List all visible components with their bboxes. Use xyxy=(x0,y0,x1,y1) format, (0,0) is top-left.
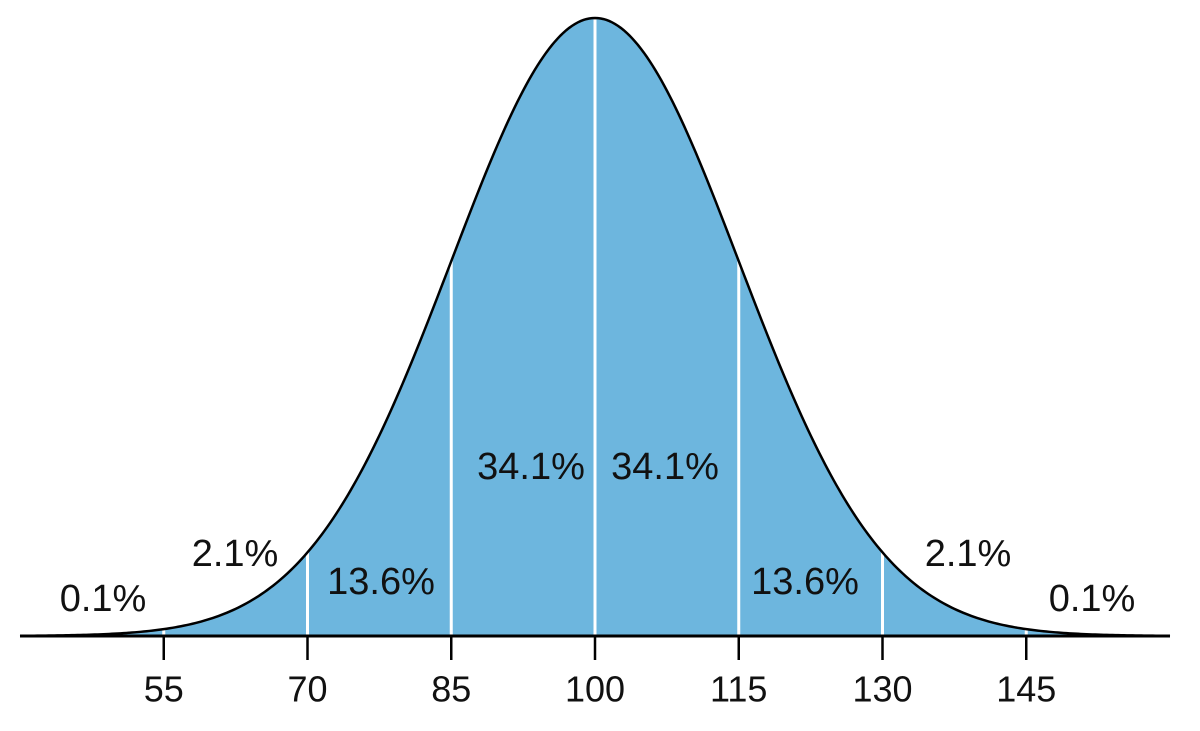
x-tick-label: 145 xyxy=(996,669,1056,710)
density-curve xyxy=(19,16,1171,638)
value-label: 13.6% xyxy=(751,561,859,603)
value-label: 2.1% xyxy=(192,533,279,575)
value-label: 0.1% xyxy=(1049,578,1136,620)
x-tick-label: 70 xyxy=(287,669,327,710)
value-label: 0.1% xyxy=(60,578,147,620)
x-tick-label: 55 xyxy=(144,669,184,710)
value-label: 2.1% xyxy=(925,533,1012,575)
region xyxy=(451,17,596,637)
x-tick-label: 85 xyxy=(431,669,471,710)
region xyxy=(594,17,739,637)
x-tick-label: 100 xyxy=(565,669,625,710)
x-tick-label: 115 xyxy=(710,669,767,710)
value-label: 34.1% xyxy=(477,446,585,488)
x-tick-label: 130 xyxy=(852,669,912,710)
value-label: 34.1% xyxy=(611,446,719,488)
value-label: 13.6% xyxy=(327,561,435,603)
